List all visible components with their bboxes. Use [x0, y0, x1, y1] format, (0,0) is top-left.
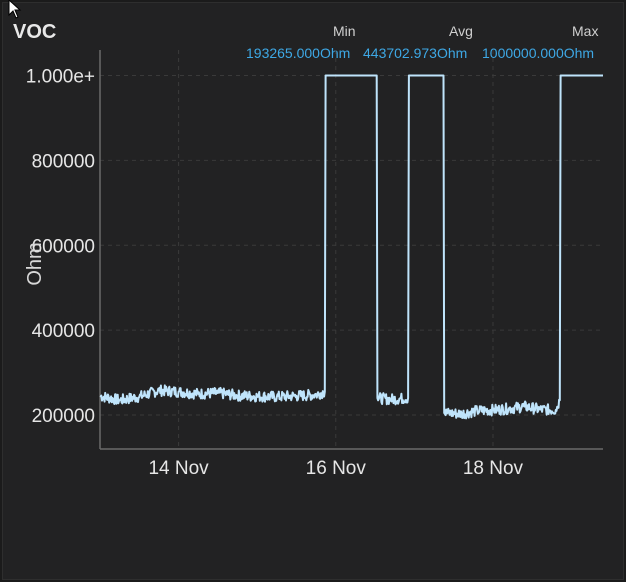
x-tick-label: 18 Nov: [463, 458, 524, 479]
stat-avg-label: Avg: [449, 23, 473, 39]
y-axis-label: Ohm: [24, 242, 46, 285]
stat-min-value: 193265.000Ohm: [246, 45, 351, 61]
stat-max-label: Max: [572, 23, 599, 39]
x-tick-label: 16 Nov: [306, 458, 367, 479]
y-tick-label: 1.000e+: [26, 66, 95, 87]
stat-max-value: 1000000.000Ohm: [482, 45, 595, 61]
stat-min-label: Min: [333, 23, 356, 39]
y-tick-label: 400000: [32, 321, 95, 342]
series-line: [99, 74, 603, 420]
y-tick-label: 200000: [32, 406, 95, 427]
y-tick-label: 600000: [32, 236, 95, 257]
x-tick-label: 14 Nov: [148, 458, 209, 479]
y-tick-label: 800000: [32, 151, 95, 172]
panel-title: VOC: [13, 21, 57, 43]
stat-avg-value: 443702.973Ohm: [363, 45, 468, 61]
